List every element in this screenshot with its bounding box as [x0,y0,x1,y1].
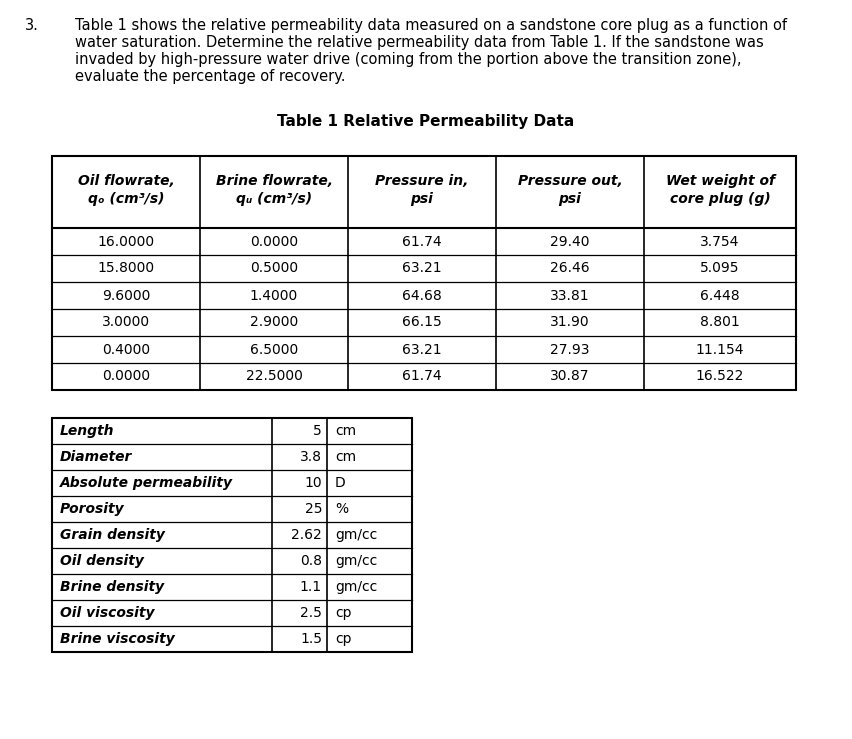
Text: core plug (g): core plug (g) [670,192,770,206]
Text: Porosity: Porosity [60,502,124,516]
Text: 0.4000: 0.4000 [102,342,150,356]
Text: 33.81: 33.81 [550,288,590,302]
Text: 3.0000: 3.0000 [102,316,150,330]
Text: Brine viscosity: Brine viscosity [60,632,175,646]
Text: psi: psi [559,192,581,206]
Text: Absolute permeability: Absolute permeability [60,476,233,490]
Text: psi: psi [411,192,434,206]
Text: 8.801: 8.801 [700,316,740,330]
Text: 3.: 3. [25,18,39,33]
Text: 0.5000: 0.5000 [250,262,298,276]
Text: Wet weight of: Wet weight of [665,174,774,188]
Text: Oil density: Oil density [60,554,144,568]
Text: 2.5: 2.5 [300,606,322,620]
Text: 2.9000: 2.9000 [250,316,298,330]
Text: %: % [335,502,348,516]
Text: 0.0000: 0.0000 [102,370,150,384]
Text: 5.095: 5.095 [700,262,740,276]
Text: gm/cc: gm/cc [335,528,377,542]
Text: cm: cm [335,424,356,438]
Text: 22.5000: 22.5000 [245,370,302,384]
Text: Diameter: Diameter [60,450,132,464]
Text: 16.0000: 16.0000 [97,234,154,248]
Text: 16.522: 16.522 [696,370,744,384]
Text: 63.21: 63.21 [402,262,442,276]
Bar [52,418,412,652]
Text: 66.15: 66.15 [402,316,442,330]
Text: Table 1 Relative Permeability Data: Table 1 Relative Permeability Data [278,114,574,129]
Text: D: D [335,476,346,490]
Text: 64.68: 64.68 [402,288,442,302]
Text: 10: 10 [304,476,322,490]
Text: 63.21: 63.21 [402,342,442,356]
Text: invaded by high-pressure water drive (coming from the portion above the transiti: invaded by high-pressure water drive (co… [75,52,741,67]
Text: 31.90: 31.90 [550,316,590,330]
Text: 0.8: 0.8 [300,554,322,568]
Bar [52,156,796,390]
Text: 6.448: 6.448 [700,288,740,302]
Text: 61.74: 61.74 [402,234,442,248]
Text: 6.5000: 6.5000 [250,342,298,356]
Text: evaluate the percentage of recovery.: evaluate the percentage of recovery. [75,69,346,84]
Text: 0.0000: 0.0000 [250,234,298,248]
Text: 15.8000: 15.8000 [97,262,154,276]
Text: gm/cc: gm/cc [335,554,377,568]
Text: Brine density: Brine density [60,580,164,594]
Text: 3.754: 3.754 [700,234,740,248]
Text: Pressure in,: Pressure in, [376,174,469,188]
Text: 1.1: 1.1 [300,580,322,594]
Text: Oil viscosity: Oil viscosity [60,606,154,620]
Text: Brine flowrate,: Brine flowrate, [216,174,332,188]
Text: 2.62: 2.62 [291,528,322,542]
Text: 61.74: 61.74 [402,370,442,384]
Text: 27.93: 27.93 [550,342,590,356]
Text: 25: 25 [304,502,322,516]
Text: Grain density: Grain density [60,528,165,542]
Text: 29.40: 29.40 [550,234,590,248]
Text: Pressure out,: Pressure out, [518,174,622,188]
Text: 1.4000: 1.4000 [250,288,298,302]
Text: 5: 5 [314,424,322,438]
Text: Oil flowrate,: Oil flowrate, [78,174,175,188]
Text: Table 1 shows the relative permeability data measured on a sandstone core plug a: Table 1 shows the relative permeability … [75,18,787,33]
Text: 3.8: 3.8 [300,450,322,464]
Text: Length: Length [60,424,114,438]
Text: qₒ (cm³/s): qₒ (cm³/s) [88,192,164,206]
Text: qᵤ (cm³/s): qᵤ (cm³/s) [236,192,312,206]
Text: 11.154: 11.154 [696,342,745,356]
Text: 26.46: 26.46 [550,262,590,276]
Text: gm/cc: gm/cc [335,580,377,594]
Text: cm: cm [335,450,356,464]
Text: 30.87: 30.87 [550,370,590,384]
Text: cp: cp [335,606,352,620]
Text: cp: cp [335,632,352,646]
Text: water saturation. Determine the relative permeability data from Table 1. If the : water saturation. Determine the relative… [75,35,763,50]
Text: 9.6000: 9.6000 [101,288,150,302]
Text: 1.5: 1.5 [300,632,322,646]
